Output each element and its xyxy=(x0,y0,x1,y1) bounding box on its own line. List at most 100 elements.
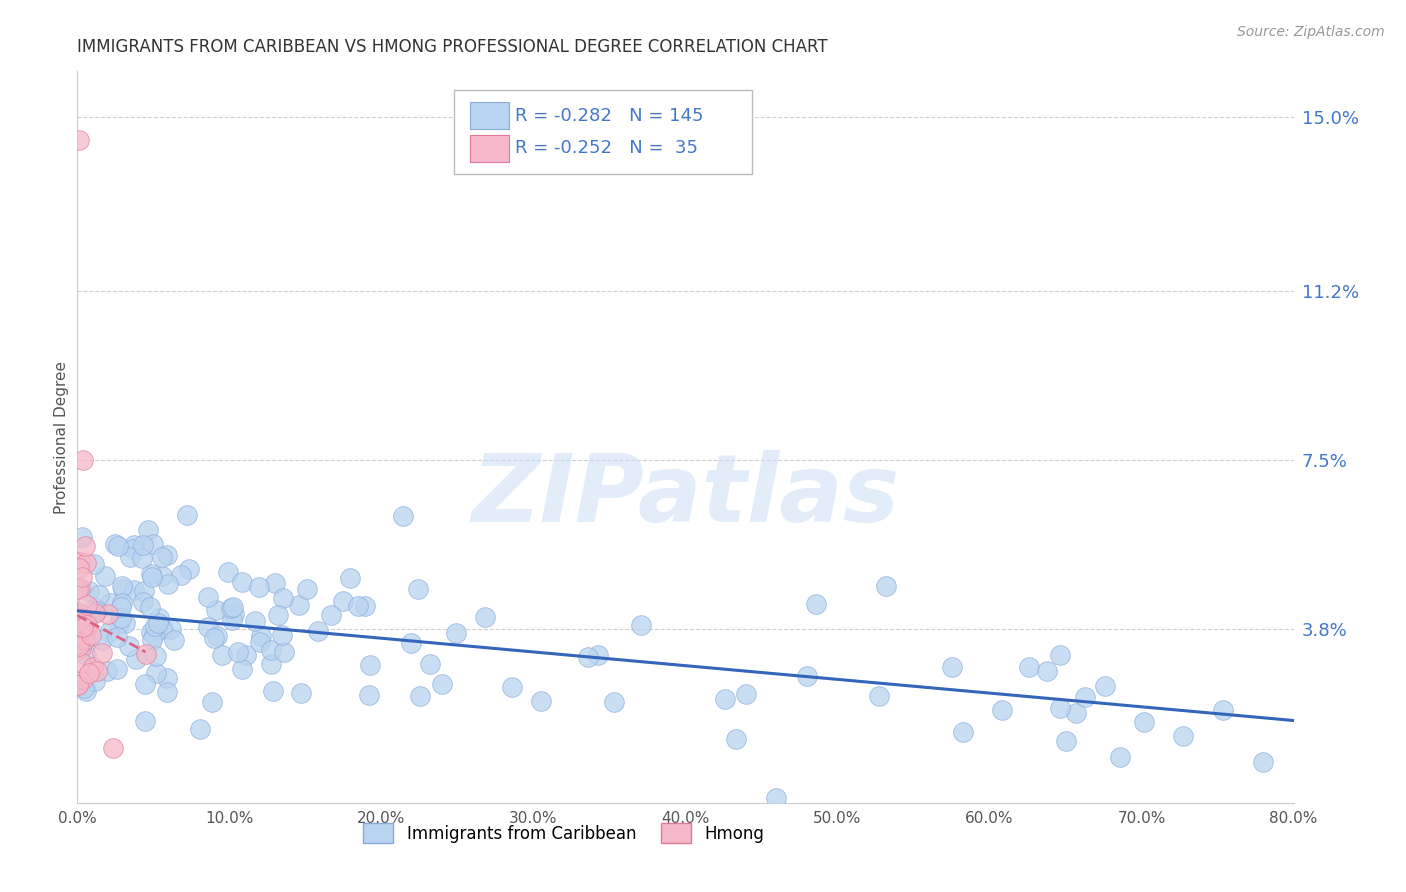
Point xyxy=(143,628,166,642)
Point xyxy=(1094,679,1116,693)
Point xyxy=(1018,660,1040,674)
Point xyxy=(70,612,93,626)
Point xyxy=(139,625,162,640)
Point xyxy=(77,665,100,680)
Point xyxy=(69,626,91,640)
Point xyxy=(399,636,422,650)
Point xyxy=(221,613,243,627)
Point xyxy=(86,664,108,678)
Point xyxy=(84,601,107,615)
Point xyxy=(117,639,139,653)
Point xyxy=(82,659,104,673)
Point xyxy=(222,600,245,615)
Point xyxy=(1251,755,1274,769)
Point xyxy=(70,530,93,544)
Point xyxy=(156,549,179,563)
Point xyxy=(228,645,250,659)
Point xyxy=(714,692,737,706)
Point xyxy=(430,676,453,690)
Point xyxy=(339,570,361,584)
Point xyxy=(392,509,415,524)
Point xyxy=(578,650,600,665)
Point xyxy=(77,583,100,598)
Point xyxy=(70,570,93,584)
Point xyxy=(1212,703,1234,717)
Point xyxy=(205,629,228,643)
Point xyxy=(67,677,90,691)
Point xyxy=(231,575,253,590)
Point xyxy=(202,631,225,645)
Point xyxy=(235,648,257,662)
Point xyxy=(160,622,183,636)
Point xyxy=(135,648,157,662)
Point xyxy=(72,453,94,467)
Point xyxy=(1054,734,1077,748)
Point xyxy=(83,558,105,572)
Point xyxy=(501,681,523,695)
Point xyxy=(266,607,288,622)
Point xyxy=(346,599,368,613)
Point xyxy=(141,570,163,584)
Point xyxy=(150,569,173,583)
Point xyxy=(110,600,132,615)
Point xyxy=(70,641,93,656)
Point xyxy=(75,632,97,647)
Point xyxy=(122,583,145,598)
Point xyxy=(131,595,153,609)
Point xyxy=(124,652,146,666)
Point xyxy=(138,600,160,615)
Point xyxy=(67,639,90,653)
Point xyxy=(72,621,94,635)
Point xyxy=(76,618,98,632)
Point xyxy=(1171,730,1194,744)
Point xyxy=(67,678,90,692)
Point xyxy=(188,722,211,736)
FancyBboxPatch shape xyxy=(470,135,509,162)
Point xyxy=(735,687,758,701)
Point xyxy=(260,657,283,671)
Point xyxy=(67,560,90,574)
Point xyxy=(98,596,121,610)
Point xyxy=(197,590,219,604)
Point xyxy=(97,607,120,621)
Point xyxy=(70,611,93,625)
Point xyxy=(406,582,429,596)
Point xyxy=(79,628,101,642)
Point xyxy=(83,607,105,621)
Point xyxy=(806,597,828,611)
Point xyxy=(1132,714,1154,729)
Point xyxy=(69,581,91,595)
Point xyxy=(96,664,118,678)
Text: R = -0.282   N = 145: R = -0.282 N = 145 xyxy=(515,107,703,125)
Text: R = -0.252   N =  35: R = -0.252 N = 35 xyxy=(515,139,699,157)
Point xyxy=(111,579,134,593)
Point xyxy=(231,662,253,676)
Point xyxy=(114,616,136,631)
Point xyxy=(271,591,294,606)
Point xyxy=(70,634,93,648)
Point xyxy=(105,630,128,644)
Point xyxy=(73,681,96,695)
Point xyxy=(952,724,974,739)
Point xyxy=(197,620,219,634)
Point xyxy=(724,731,747,746)
Point xyxy=(94,569,117,583)
Point xyxy=(295,582,318,597)
Y-axis label: Professional Degree: Professional Degree xyxy=(53,360,69,514)
Point xyxy=(359,658,381,673)
Point xyxy=(105,663,128,677)
Point xyxy=(110,611,132,625)
Point xyxy=(156,577,179,591)
Point xyxy=(76,598,98,612)
Point xyxy=(145,666,167,681)
Point xyxy=(204,603,226,617)
Point xyxy=(132,584,155,599)
Point xyxy=(163,632,186,647)
Point xyxy=(131,538,153,552)
Point xyxy=(73,539,96,553)
Point xyxy=(603,695,626,709)
Text: IMMIGRANTS FROM CARIBBEAN VS HMONG PROFESSIONAL DEGREE CORRELATION CHART: IMMIGRANTS FROM CARIBBEAN VS HMONG PROFE… xyxy=(77,38,828,56)
Point xyxy=(1049,648,1071,662)
Point xyxy=(201,695,224,709)
Point xyxy=(72,672,94,686)
